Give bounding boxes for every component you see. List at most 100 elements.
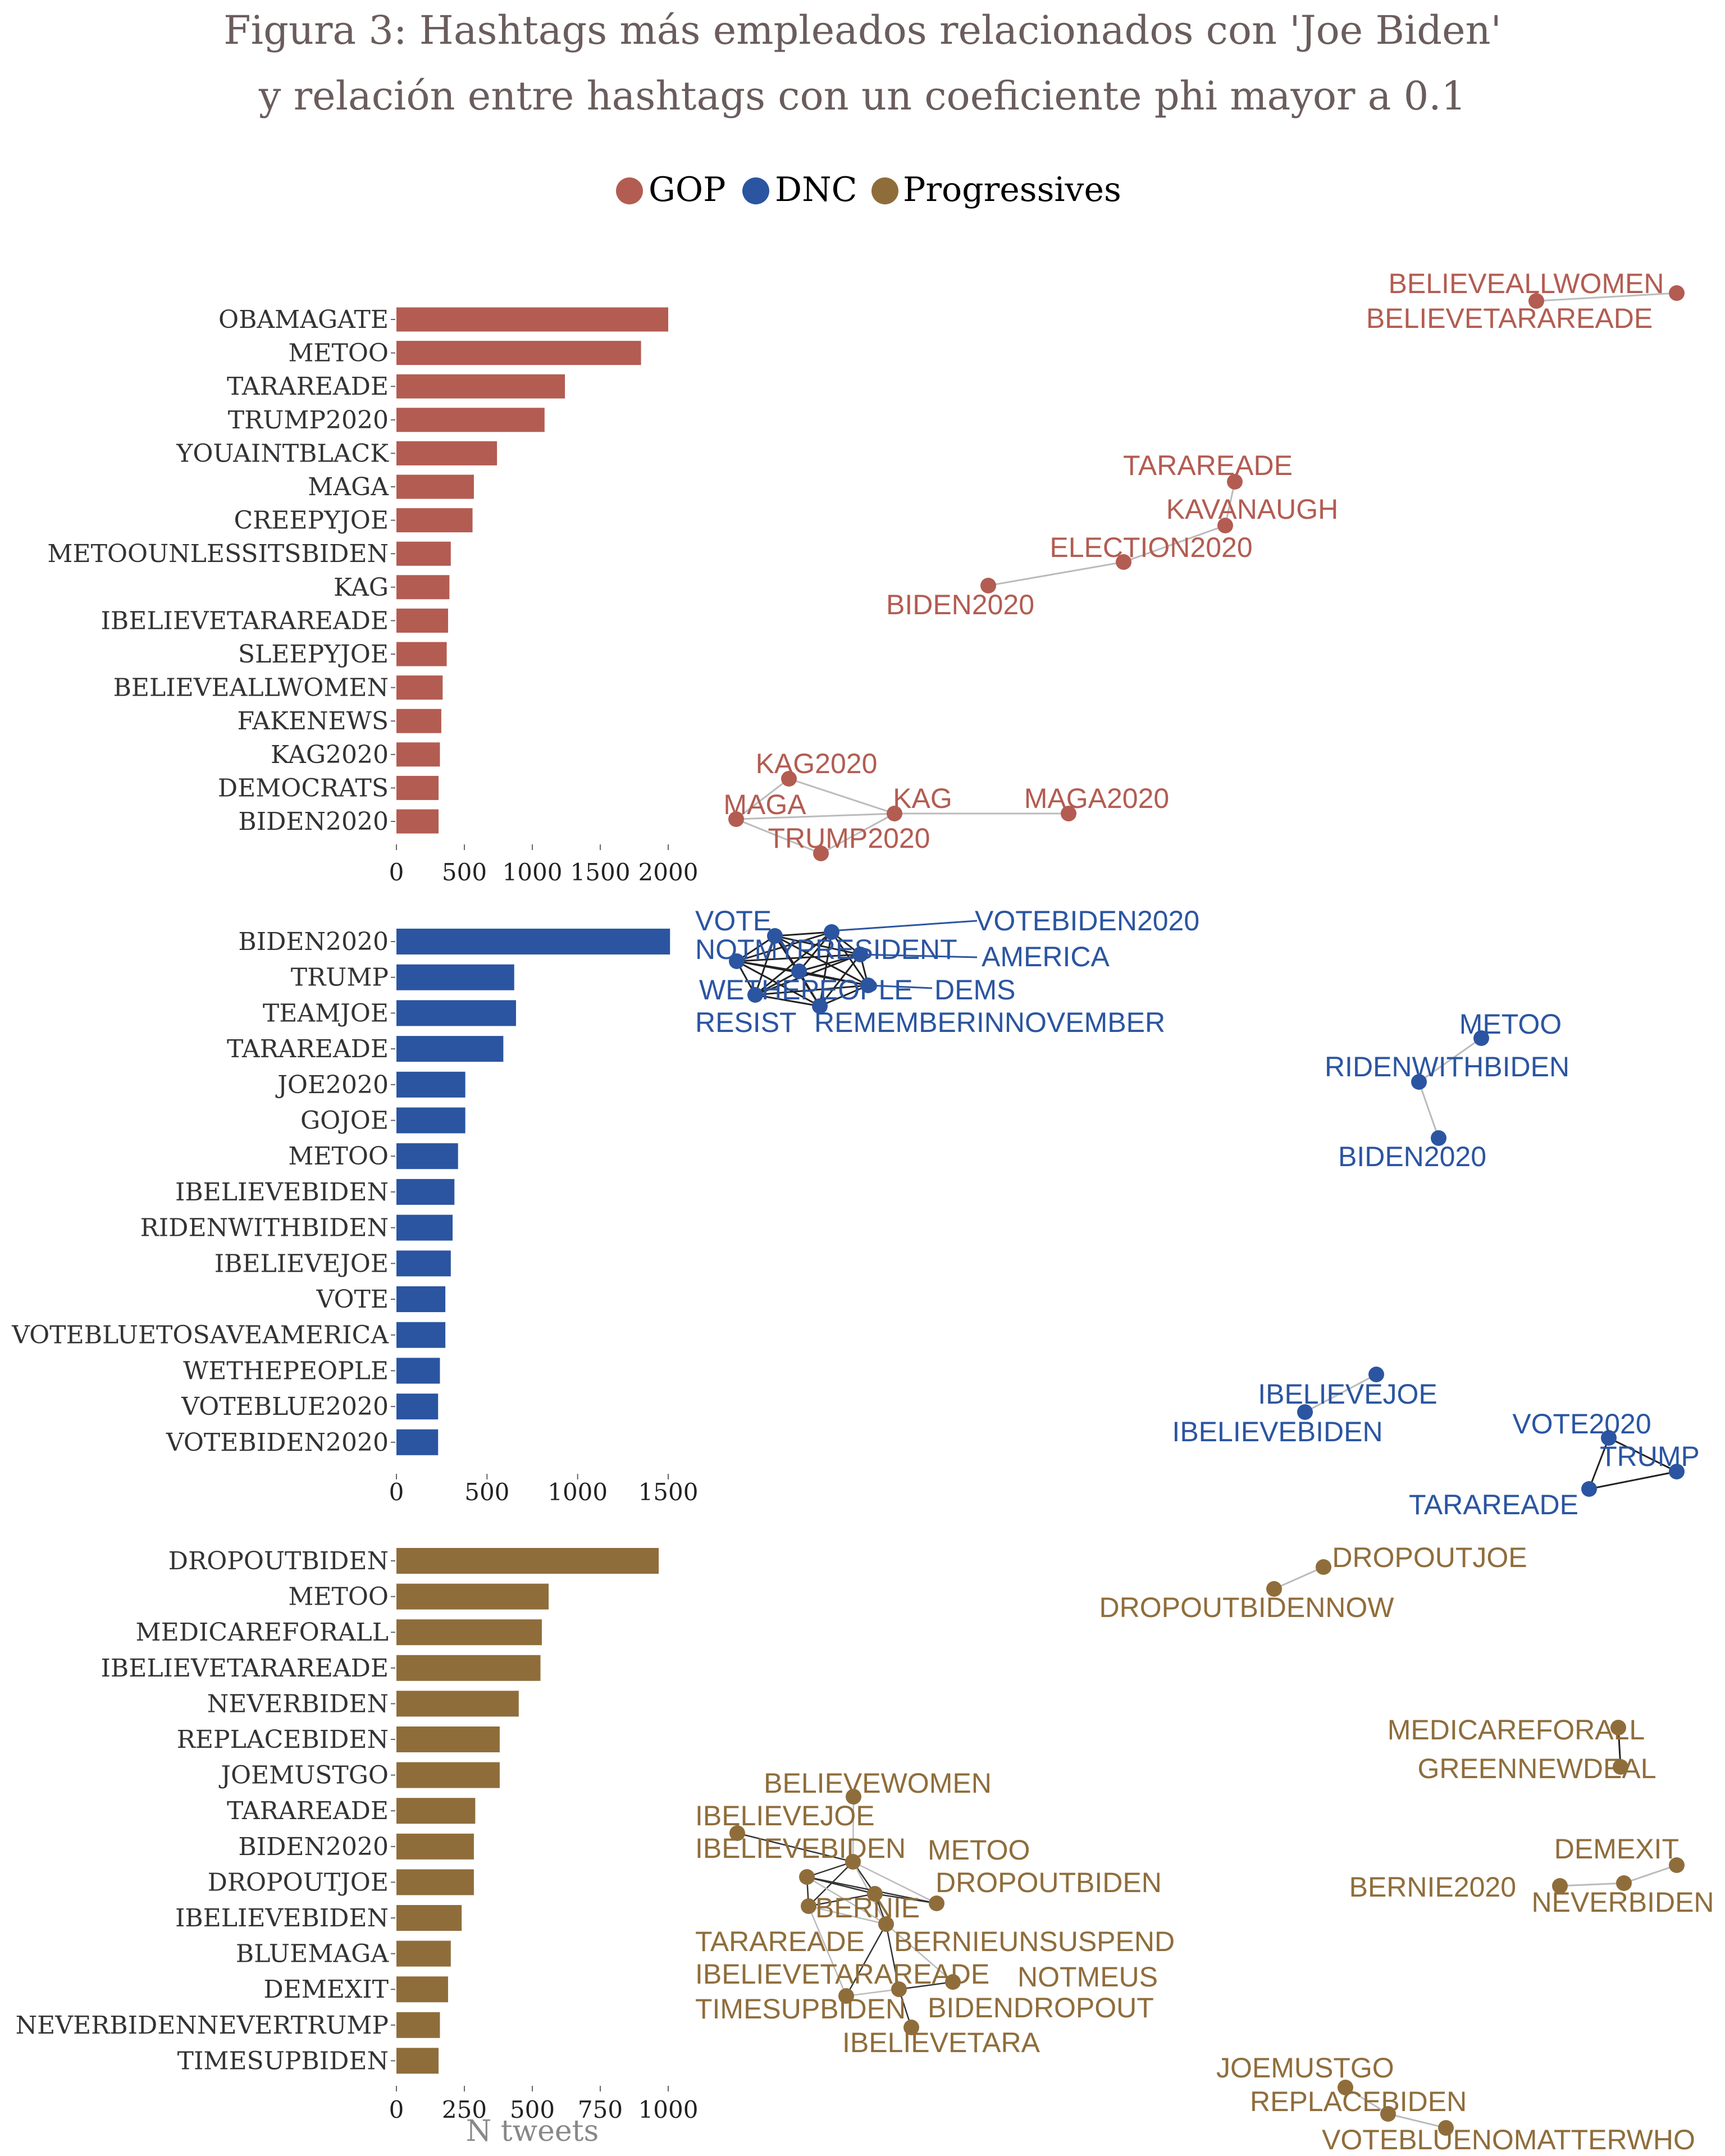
network-dnc: VOTE VOTEBIDEN2020 NOTMYPRESIDENT AMERIC… [695,905,1700,1520]
network-node [1116,554,1131,570]
network-label: BERNIE [815,1892,920,1924]
y-tick-label: TIMESUPBIDEN [177,2047,389,2075]
bar [396,1214,453,1241]
chart-title-line-2: y relación entre hashtags con un coefici… [258,73,1466,119]
network-node [729,1825,745,1841]
network-edge [846,1988,900,1997]
y-tick-label: METOO [288,1142,389,1171]
y-tick-label: JOE2020 [275,1071,389,1099]
network-label: VOTEBIDEN2020 [975,905,1199,937]
bar [396,1691,519,1717]
network-node [852,947,868,962]
y-tick-label: TARAREADE [227,1797,389,1825]
y-tick-label: MAGA [308,473,389,501]
network-edge [736,960,820,1007]
bar [396,2012,440,2038]
network-label: IBELIEVEBIDEN [1172,1416,1382,1447]
bar [396,608,448,633]
network-node [1669,285,1685,301]
bar [396,1583,549,1610]
bar [396,742,440,767]
network-label: BELIEVETARAREADE [1366,303,1653,334]
network-node [1669,1464,1685,1479]
x-tick-label: 1000 [638,2096,699,2123]
network-node [1227,474,1243,490]
bar [396,1358,440,1384]
legend-label-progressives: Progressives [903,170,1121,209]
network-node [1411,1074,1427,1090]
bar [396,709,441,733]
network-edge [736,812,895,820]
network-edge [898,1981,953,1990]
network-node [1581,1481,1597,1497]
y-tick-label: METOOUNLESSITSBIDEN [47,540,389,568]
network-node [860,977,876,993]
network-label: RESIST [695,1007,797,1038]
network-label: DROPOUTBIDEN [935,1867,1162,1898]
network-edge [852,1796,855,1862]
bar [396,341,641,366]
network-node [812,998,828,1014]
network-label: ELECTION2020 [1049,532,1252,563]
y-tick-label: SLEEPYJOE [238,640,389,669]
y-tick-label: VOTEBLUE2020 [181,1392,389,1421]
y-tick-label: DROPOUTJOE [208,1868,389,1897]
bar [396,1976,448,2003]
network-node [1266,1581,1282,1597]
network-label: BIDEN2020 [1338,1141,1486,1172]
network-edge [737,1832,854,1863]
bar-panel-dnc: BIDEN2020 TRUMP TEAMJOE TARAREADE JOE2020 GOJ… [11,928,698,1506]
x-axis-label: N tweets [466,2114,599,2148]
bar [396,374,565,399]
legend-dot-gop [616,177,643,204]
network-edge [798,953,861,972]
bar [396,929,670,954]
bar [396,541,451,566]
y-tick-label: TRUMP2020 [228,406,389,435]
y-tick-label: BIDEN2020 [238,807,389,836]
y-tick-label: IBELIEVETARAREADE [101,606,389,635]
network-edge [736,818,822,855]
x-tick-label: 0 [389,2096,404,2123]
bar [396,575,450,600]
network-label: IBELIEVETARA [842,2027,1041,2058]
network-node [929,1895,944,1911]
network-node [980,578,996,593]
bar [396,1107,466,1134]
bar [396,474,474,499]
network-edge [868,984,933,989]
network-label: DEMEXIT [1554,1833,1679,1865]
y-tick-label: BELIEVEALLWOMEN [113,674,389,702]
network-edge [820,812,895,855]
network-node [1613,1759,1628,1775]
network-edge [1536,292,1677,302]
y-tick-label: TARAREADE [227,1035,389,1063]
bar [396,775,439,800]
network-node [824,924,839,940]
y-tick-label: TEAMJOE [263,999,389,1027]
network-edge [819,984,869,1007]
network-edge [774,935,861,956]
network-node [1601,1430,1617,1446]
network-edge [1345,2086,1389,2115]
y-tick-label: VOTEBIDEN2020 [166,1428,389,1457]
bar [396,1179,455,1205]
y-tick-label: IBELIEVEBIDEN [175,1904,389,1933]
network-label: METOO [1459,1008,1562,1040]
network-edge [852,1861,937,1904]
y-tick-label: WETHEPEOPLE [183,1356,389,1385]
network-edge [885,1924,900,1990]
bar [396,307,668,332]
y-tick-label: DEMOCRATS [218,774,389,802]
y-tick-label: NEVERBIDENNEVERTRUMP [16,2011,389,2040]
network-label: MAGA [723,789,806,820]
network-edge [1559,1882,1624,1887]
bar [396,1762,500,1788]
network-edge [755,994,820,1007]
network-node [1061,806,1076,821]
network-node [1438,2120,1454,2136]
network-edge [1123,524,1226,563]
network-label: BELIEVEALLWOMEN [1389,268,1664,299]
network-node [1616,1875,1632,1891]
bar [396,1071,466,1098]
